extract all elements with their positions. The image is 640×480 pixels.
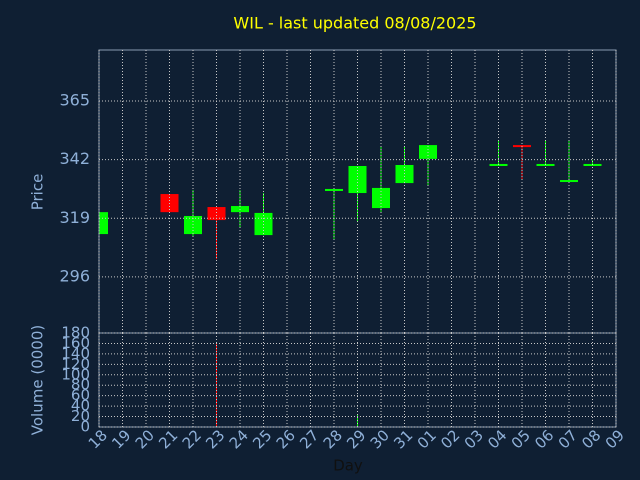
candle-body	[207, 207, 226, 221]
volume-tick-label: 20	[71, 407, 90, 425]
volume-tick-label: 80	[71, 376, 90, 394]
candle-body	[372, 187, 390, 209]
candle-body	[560, 180, 578, 183]
volume-tick-label: 40	[71, 397, 90, 415]
y-tick-label: 365	[59, 90, 90, 109]
candle-body	[184, 215, 202, 235]
volume-tick-label: 0	[80, 418, 90, 436]
y-tick-label: 342	[59, 149, 90, 168]
chart-title: WIL - last updated 08/08/2025	[233, 14, 476, 33]
volume-axis-label: Volume (0000)	[29, 325, 47, 435]
y-tick-label: 319	[59, 208, 90, 227]
candle-body	[99, 212, 108, 235]
volume-tick-label: 60	[71, 386, 90, 404]
x-axis-label: Day	[333, 457, 363, 475]
volume-tick-label: 120	[61, 355, 90, 373]
y-axis-label: Price	[29, 174, 47, 211]
candle-body	[325, 188, 343, 191]
y-tick-label: 296	[59, 266, 90, 285]
volume-tick-label: 160	[61, 334, 90, 352]
volume-tick-label: 140	[61, 344, 90, 362]
volume-tick-label: 180	[61, 324, 90, 342]
candle-body	[419, 145, 437, 159]
volume-tick-label: 100	[61, 365, 90, 383]
candle-body	[395, 164, 414, 184]
